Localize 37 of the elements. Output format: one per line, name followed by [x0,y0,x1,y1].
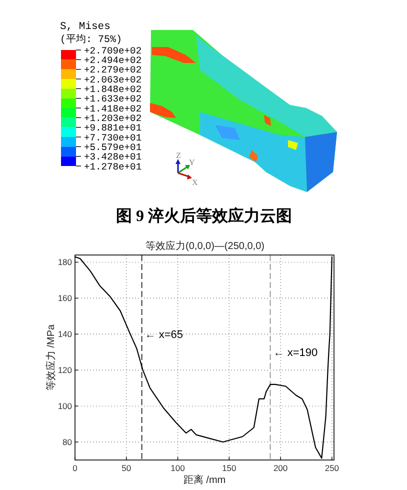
color-bar-title: S, Mises [60,21,110,33]
y-tick-label: 80 [62,437,72,448]
x-tick-label: 250 [324,463,340,473]
y-tick-label: 140 [58,329,72,340]
x-tick-label: 200 [273,463,288,473]
x-tick-label: 50 [122,463,132,473]
y-tick-label: 100 [58,401,72,412]
line-series [74,256,332,459]
text: X [192,178,198,187]
text: (平均: 75%) [60,33,122,46]
category-label: +1.418e+02 [84,103,142,114]
x-tick-label: 100 [170,463,186,473]
y-tick-label: 120 [58,365,72,376]
category-label: +9.881e+01 [84,122,142,134]
category-label: +1.278e+01 [84,161,142,172]
category-label: +2.494e+02 [84,54,142,66]
text: 图 9 淬火后等效应力云图 [116,206,292,225]
x-axis-title: 距离 /mm [183,474,226,486]
x-tick-label: 150 [222,463,237,473]
category-label: +7.730e+01 [84,132,142,144]
category-label: +1.633e+02 [84,94,142,105]
text: Y [189,158,195,167]
text: Z [176,151,181,160]
category-label: +1.848e+02 [84,84,142,95]
ref-line-label: ← x=65 [144,329,184,342]
category-label: +2.279e+02 [84,64,142,76]
x-tick-label: 0 [72,463,78,473]
category-label: +5.579e+01 [84,142,142,153]
category-label: +1.203e+02 [84,112,142,124]
category-label: +2.709e+02 [84,45,142,56]
y-tick-label: 160 [58,293,72,304]
chart-title: 等效应力(0,0,0)—(250,0,0) [146,240,264,252]
y-tick-label: 180 [58,257,72,268]
category-label: +3.428e+01 [84,152,142,163]
ref-line-label: ← x=190 [273,347,318,360]
y-axis-title: 等效应力 /MPa [45,324,57,391]
category-label: +2.063e+02 [84,74,142,86]
